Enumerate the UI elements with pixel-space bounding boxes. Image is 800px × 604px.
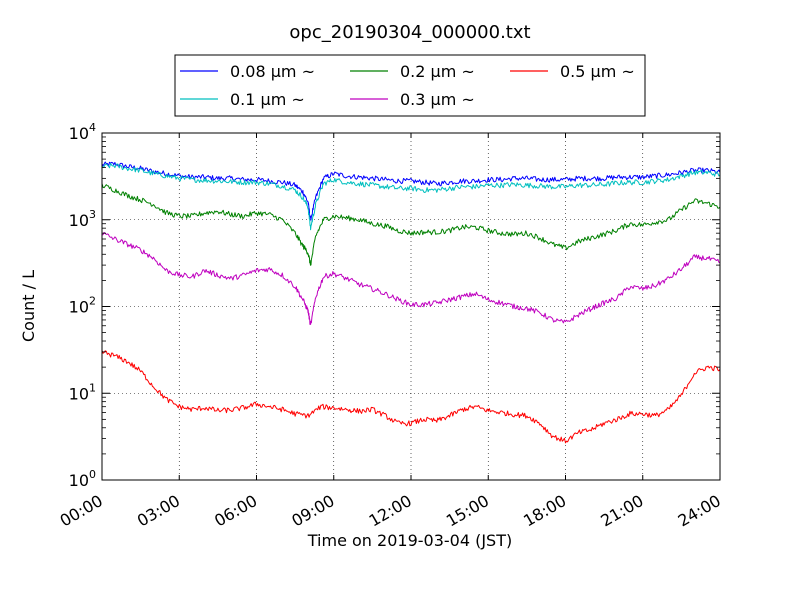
x-tick-label: 12:00 — [366, 491, 415, 531]
grid-lines — [102, 133, 720, 480]
series-layer — [101, 161, 721, 444]
legend-label: 0.2 μm ~ — [400, 62, 475, 81]
legend-label: 0.5 μm ~ — [560, 62, 635, 81]
series-line-3 — [101, 231, 721, 325]
axis-ticks — [101, 132, 721, 481]
y-tick-label: 101 — [69, 381, 96, 403]
x-tick-label: 09:00 — [288, 491, 337, 531]
legend: 0.08 μm ~ 0.1 μm ~ 0.2 μm ~ 0.3 μm ~ 0.5 μm … — [174, 54, 646, 117]
x-tick-label: 18:00 — [520, 491, 569, 531]
series-line-1 — [101, 163, 721, 231]
x-axis-label: Time on 2019-03-04 (JST) — [307, 531, 512, 550]
y-tick-label: 104 — [69, 121, 96, 143]
series-line-0 — [101, 161, 721, 221]
x-tick-labels: 00:00 03:00 06:00 09:00 12:00 15:00 18:00 21:00… — [57, 491, 724, 531]
x-tick-label: 15:00 — [443, 491, 492, 531]
legend-label: 0.1 μm ~ — [230, 90, 305, 109]
y-tick-label: 102 — [69, 295, 96, 317]
y-tick-labels: 100 101 102 103 104 — [69, 121, 96, 490]
y-tick-label: 100 — [69, 468, 96, 490]
legend-frame — [174, 54, 646, 117]
x-tick-label: 24:00 — [675, 491, 724, 531]
y-axis-label: Count / L — [19, 270, 38, 342]
y-tick-label: 103 — [69, 208, 96, 230]
series-line-2 — [101, 183, 721, 266]
chart-title: opc_20190304_000000.txt — [289, 22, 530, 43]
legend-label: 0.08 μm ~ — [230, 62, 315, 81]
x-tick-label: 00:00 — [57, 491, 106, 531]
x-tick-label: 03:00 — [134, 491, 183, 531]
series-line-4 — [101, 350, 721, 444]
x-tick-label: 06:00 — [211, 491, 260, 531]
legend-label: 0.3 μm ~ — [400, 90, 475, 109]
x-tick-label: 21:00 — [597, 491, 646, 531]
